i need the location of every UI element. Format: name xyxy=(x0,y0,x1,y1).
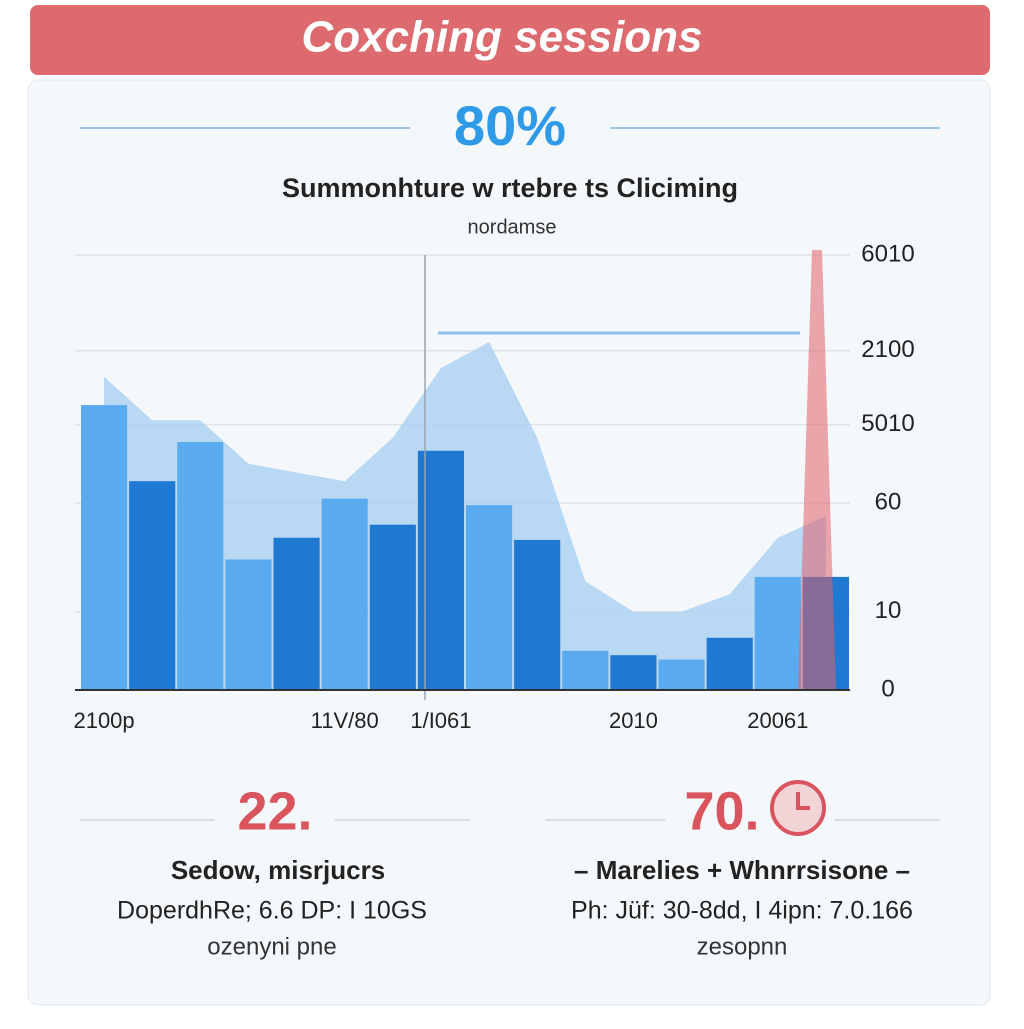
x-tick-label: 2100p xyxy=(73,708,134,733)
stat-line: Ph: Jüf: 30-8dd, I 4ipn: 7.0.166 xyxy=(571,897,913,925)
plot: 0 10 60 5010 2100 6010 2100p 11V/80 1/I061 2010 20… xyxy=(73,240,914,732)
x-tick-label: 20061 xyxy=(747,708,808,733)
stat-value: 22. xyxy=(237,781,312,841)
x-tick-label: 2010 xyxy=(609,708,658,733)
y-tick-label: 60 xyxy=(875,488,902,515)
bar xyxy=(129,481,176,690)
headline-value: 80% xyxy=(454,94,566,157)
y-tick-label: 5010 xyxy=(861,410,914,437)
headline-subtitle: nordamse xyxy=(468,216,557,238)
bar xyxy=(81,405,128,690)
x-tick-label: 11V/80 xyxy=(311,708,379,733)
bar xyxy=(466,505,513,690)
headline-title: Summonhture w rtebre ts Cliciming xyxy=(282,173,738,203)
y-tick-label: 0 xyxy=(881,675,894,702)
stat-title: Sedow, misrjucrs xyxy=(171,855,385,885)
clock-hands xyxy=(796,792,810,810)
y-tick-label: 2100 xyxy=(861,336,914,363)
stat-line: ozenyni pne xyxy=(207,933,336,960)
bar xyxy=(514,539,561,690)
bar xyxy=(177,442,224,690)
bar xyxy=(562,650,609,690)
bar xyxy=(225,559,272,690)
stat-value: 70. xyxy=(684,781,759,841)
bar xyxy=(610,655,657,690)
highlight-spike xyxy=(798,250,836,690)
y-tick-label: 10 xyxy=(875,597,902,624)
x-tick-label: 1/I061 xyxy=(410,708,471,733)
stat-line: DoperdhRe; 6.6 DP: I 10GS xyxy=(117,897,427,925)
header-title: Coxching sessions xyxy=(301,13,702,62)
bar xyxy=(754,576,801,690)
bar xyxy=(369,524,416,690)
bar xyxy=(273,537,320,690)
header-bar xyxy=(30,5,990,75)
bar xyxy=(321,498,368,690)
stat-title: – Marelies + Whnrrsisone – xyxy=(574,855,910,885)
stat-line: zesopnn xyxy=(697,933,788,960)
bar xyxy=(658,659,705,690)
y-tick-label: 6010 xyxy=(861,240,914,267)
bar xyxy=(706,637,753,690)
